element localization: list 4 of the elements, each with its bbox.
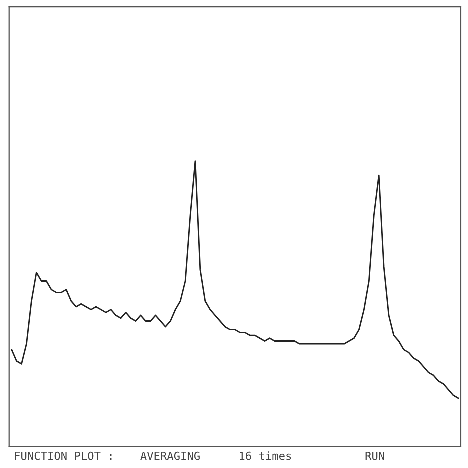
text: 16 times: [240, 452, 292, 460]
text: FUNCTION PLOT :: [15, 452, 112, 460]
text: RUN: [366, 452, 384, 460]
text: AVERAGING: [140, 452, 200, 460]
